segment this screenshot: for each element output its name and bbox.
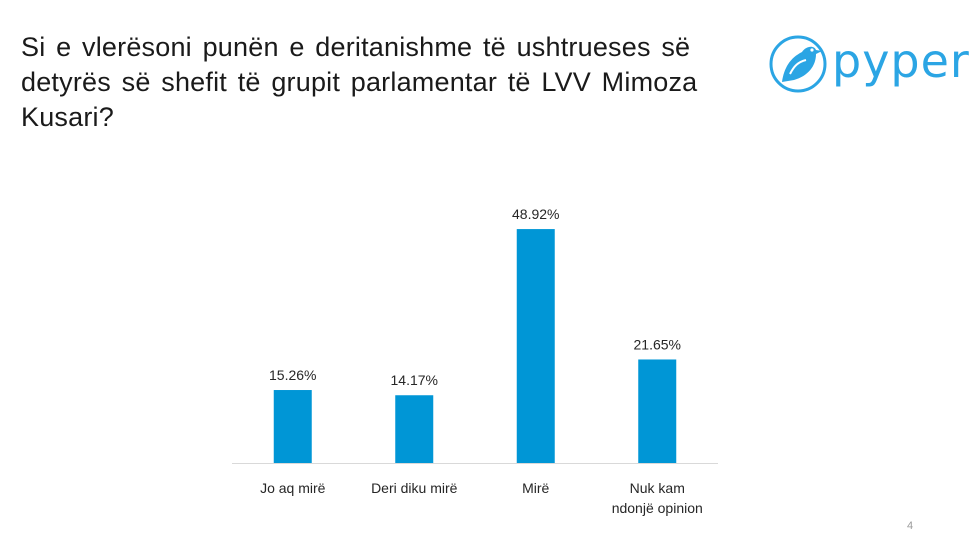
- data-label-1: 15.26%: [269, 367, 316, 383]
- pyper-logo: pyper: [768, 30, 969, 100]
- logo-wordmark: pyper: [832, 34, 970, 88]
- data-label-3: 48.92%: [512, 206, 559, 222]
- data-label-4: 21.65%: [634, 336, 681, 352]
- page-number: 4: [906, 520, 914, 532]
- category-label-2: Deri diku mirë: [371, 480, 458, 496]
- bars-layer: [273, 229, 677, 463]
- bar-1: [273, 390, 312, 463]
- category-label-3: Mirë: [522, 480, 549, 496]
- category-label-4: Nuk kam ndonjë opinion: [612, 480, 703, 516]
- slide-title: Si e vlerësoni punën e deritanishme të u…: [21, 32, 698, 132]
- bar-2: [395, 395, 434, 463]
- bird-icon: [769, 35, 827, 93]
- labels-layer: 15.26% Jo aq mirë 14.17% Deri diku mirë 48.9…: [260, 206, 703, 516]
- bar-4: [638, 359, 677, 463]
- category-label-1: Jo aq mirë: [260, 480, 326, 496]
- bar-3: [516, 229, 555, 463]
- data-label-2: 14.17%: [391, 372, 438, 388]
